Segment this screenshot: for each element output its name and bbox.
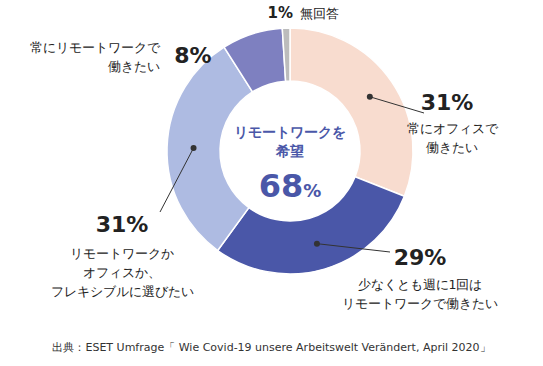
svg-text:31%: 31% [421, 90, 474, 115]
svg-text:無回答: 無回答 [300, 6, 339, 21]
svg-text:常にリモートワークで働きたい: 常にリモートワークで働きたい [30, 40, 161, 74]
svg-text:1%: 1% [268, 4, 293, 22]
svg-text:少なくとも週に1回はリモートワークで働きたい: 少なくとも週に1回はリモートワークで働きたい [342, 277, 498, 311]
svg-text:31%: 31% [96, 212, 149, 237]
html-text:出典：ESET Umfrage「 Wie Covid-19: 出典：ESET Umfrage「 Wie Covid-19 unsere Arb… [52, 341, 491, 354]
svg-text:29%: 29% [394, 245, 447, 270]
svg-text:リモートワークかオフィスか、フレキシブルに選びたい: リモートワークかオフィスか、フレキシブルに選びたい [51, 246, 194, 299]
svg-text:常にオフィスで働きたい: 常にオフィスで働きたい [407, 121, 499, 155]
svg-text:リモートワークを希望: リモートワークを希望 [234, 124, 346, 159]
svg-text:8%: 8% [174, 43, 211, 68]
svg-text:68%: 68% [259, 167, 322, 205]
